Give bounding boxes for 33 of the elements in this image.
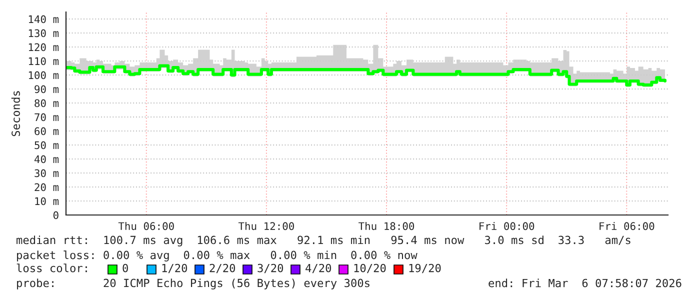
x-tick-label: Fri 06:00 (600, 222, 654, 230)
y-tick-label: 130 m (28, 29, 59, 38)
y-tick-label: 0 (53, 211, 58, 220)
y-axis-title: Seconds (11, 91, 20, 136)
x-tick-label: Thu 12:00 (238, 222, 294, 230)
text: 2/20 (210, 264, 236, 274)
y-tick-label: 30 m (34, 169, 59, 178)
text: 3/20 (258, 264, 284, 274)
text: 1/20 (162, 264, 188, 274)
text: 4/20 (306, 264, 332, 274)
text: median rtt: 100.7 ms avg 106.6 ms max 92.1 ms min 95.4 ms now 3.0 ms sd 33.3 am/s (16, 236, 630, 246)
x-tick-label: Thu 06:00 (118, 222, 174, 230)
text: 0 (122, 264, 128, 272)
y-tick-label: 90 m (34, 85, 59, 94)
x-tick-label: Fri 00:00 (480, 222, 534, 230)
y-tick-label: 140 m (28, 15, 59, 24)
y-tick-label: 80 m (34, 99, 59, 108)
text: 19/20 (409, 264, 441, 274)
y-tick-label: 120 m (28, 43, 59, 52)
text: end: Fri Mar 6 07:58:07 2026 (488, 278, 682, 288)
text: packet loss: 0.00 % avg 0.00 % max 0.00 % min 0.00 % now (17, 250, 418, 262)
y-tick-label: 60 m (34, 127, 59, 136)
y-tick-label: 40 m (34, 155, 59, 164)
y-tick-label: 10 m (35, 197, 59, 206)
y-tick-label: 20 m (34, 183, 59, 192)
x-tick-label: Thu 18:00 (358, 222, 414, 230)
y-tick-label: 50 m (34, 141, 59, 150)
y-tick-label: 110 m (28, 57, 59, 66)
text: probe: 20 ICMP Echo Pings (56 Bytes) every 300s (17, 278, 370, 290)
text: 10/20 (354, 264, 386, 274)
y-tick-label: 100 m (28, 71, 59, 80)
y-tick-label: 70 m (34, 113, 59, 122)
text: loss color: (16, 264, 87, 272)
